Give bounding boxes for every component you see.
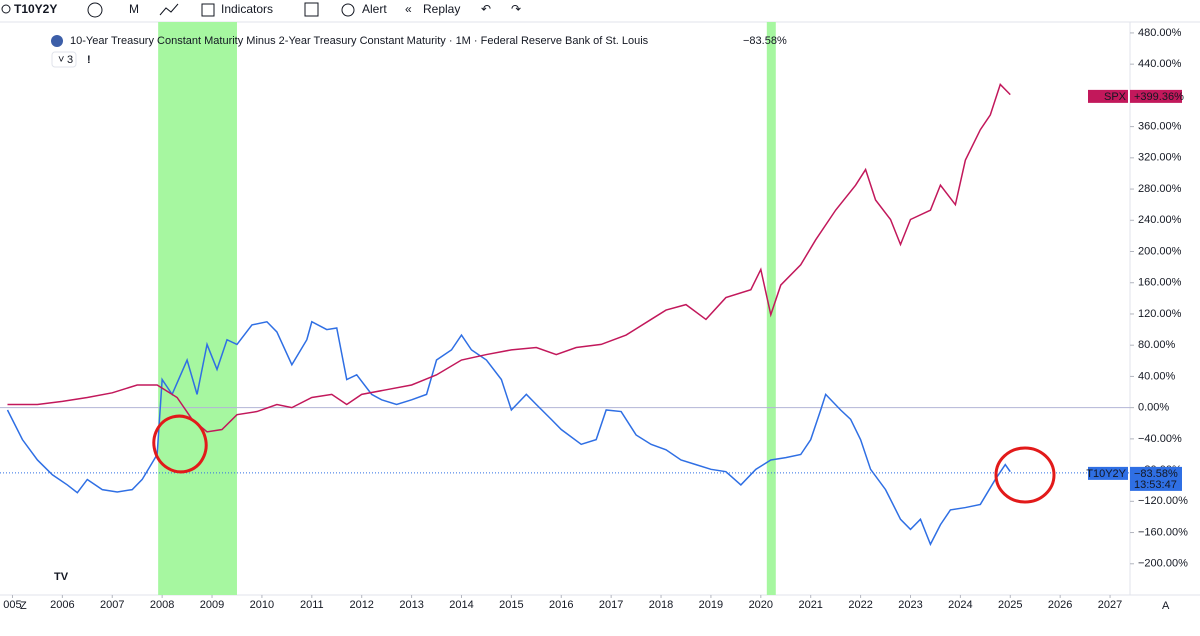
x-tick-label: 2006 xyxy=(50,599,74,611)
indicators-icon[interactable] xyxy=(201,3,215,17)
series-name: T10Y2Y xyxy=(1086,468,1126,480)
price-label: +399.36% xyxy=(1134,91,1184,103)
series-line xyxy=(6,320,1011,547)
alert-icon[interactable] xyxy=(341,3,355,17)
y-tick-label: 0.00% xyxy=(1138,402,1169,414)
x-tick-label: 2020 xyxy=(749,599,773,611)
interval[interactable]: M xyxy=(129,2,139,16)
series-name-tag xyxy=(1088,89,1128,103)
y-tick-label: 40.00% xyxy=(1138,370,1176,382)
chart-type[interactable] xyxy=(159,3,179,16)
series-name-tag xyxy=(1088,466,1128,480)
x-tick-label: 2011 xyxy=(300,599,324,611)
legend-title: 10-Year Treasury Constant Maturity Minus… xyxy=(70,35,649,47)
y-tick-label: 280.00% xyxy=(1138,183,1182,195)
series-line xyxy=(7,83,1011,433)
indicator-count[interactable]: 3 xyxy=(67,54,73,66)
tv-logo: TV xyxy=(54,571,69,583)
plot xyxy=(0,22,1130,595)
warning[interactable]: ! xyxy=(87,54,91,66)
x-tick-label: 005 xyxy=(3,599,21,611)
x-tick-label: 2021 xyxy=(798,599,822,611)
x-tick-label: 2013 xyxy=(399,599,423,611)
compare-button[interactable] xyxy=(87,2,103,18)
x-tick-label: 2016 xyxy=(549,599,573,611)
countdown: 13:53:47 xyxy=(1134,479,1177,491)
price-tag xyxy=(1130,89,1182,103)
indicator-toggle[interactable] xyxy=(51,51,77,68)
price-label: −83.58% xyxy=(1134,468,1178,480)
x-tick-label: 2025 xyxy=(998,599,1022,611)
annotation-circle xyxy=(994,446,1056,504)
x-tick-label: 2012 xyxy=(349,599,373,611)
legend-value: −83.58% xyxy=(743,35,787,47)
shaded-range xyxy=(158,22,237,595)
y-tick-label: 440.00% xyxy=(1138,58,1182,70)
symbol[interactable]: T10Y2Y xyxy=(14,2,57,16)
y-tick-label: 200.00% xyxy=(1138,245,1182,257)
y-tick-label: 160.00% xyxy=(1138,277,1182,289)
x-tick-label: 2009 xyxy=(200,599,224,611)
x-tick-label: 2027 xyxy=(1098,599,1122,611)
x-tick-label: 2018 xyxy=(649,599,673,611)
x-tick-label: 2019 xyxy=(699,599,723,611)
y-tick-label: 80.00% xyxy=(1138,339,1176,351)
y-tick-label: 320.00% xyxy=(1138,152,1182,164)
y-tick-label: 360.00% xyxy=(1138,121,1182,133)
indicators[interactable]: Indicators xyxy=(221,2,273,16)
x-tick-label: 2022 xyxy=(848,599,872,611)
y-tick-label: 480.00% xyxy=(1138,27,1182,39)
flag-icon xyxy=(51,35,63,47)
x-tick-label: 2014 xyxy=(449,599,473,611)
redo[interactable]: ↷ xyxy=(511,2,521,16)
y-tick-label: −120.00% xyxy=(1138,495,1188,507)
alert[interactable]: Alert xyxy=(362,2,387,16)
toolbar xyxy=(0,0,1200,22)
x-tick-label: 2026 xyxy=(1048,599,1072,611)
x-tick-label: 2008 xyxy=(150,599,174,611)
y-tick-label: 120.00% xyxy=(1138,308,1182,320)
annotation-circle xyxy=(152,414,208,474)
price-tag xyxy=(1130,466,1182,491)
auto-button[interactable]: A xyxy=(1162,600,1170,612)
x-tick-label: 2024 xyxy=(948,599,972,611)
z-button[interactable]: Z xyxy=(20,600,27,612)
y-tick-label: −160.00% xyxy=(1138,526,1188,538)
search-icon[interactable] xyxy=(1,4,11,14)
x-tick-label: 2023 xyxy=(898,599,922,611)
layout-button[interactable] xyxy=(304,2,319,17)
x-tick-label: 2007 xyxy=(100,599,124,611)
x-tick-label: 2017 xyxy=(599,599,623,611)
toggle-caret[interactable]: ˅ xyxy=(58,54,64,66)
x-tick-label: 2015 xyxy=(499,599,523,611)
x-tick-label: 2010 xyxy=(250,599,274,611)
shaded-range xyxy=(766,22,776,595)
series-name: SPX xyxy=(1104,91,1127,103)
replay[interactable]: Replay xyxy=(423,2,460,16)
y-tick-label: −200.00% xyxy=(1138,558,1188,570)
y-tick-label: 240.00% xyxy=(1138,214,1182,226)
y-tick-label: −40.00% xyxy=(1138,433,1182,445)
replay-icon[interactable]: « xyxy=(405,2,412,16)
undo[interactable]: ↶ xyxy=(481,2,491,16)
